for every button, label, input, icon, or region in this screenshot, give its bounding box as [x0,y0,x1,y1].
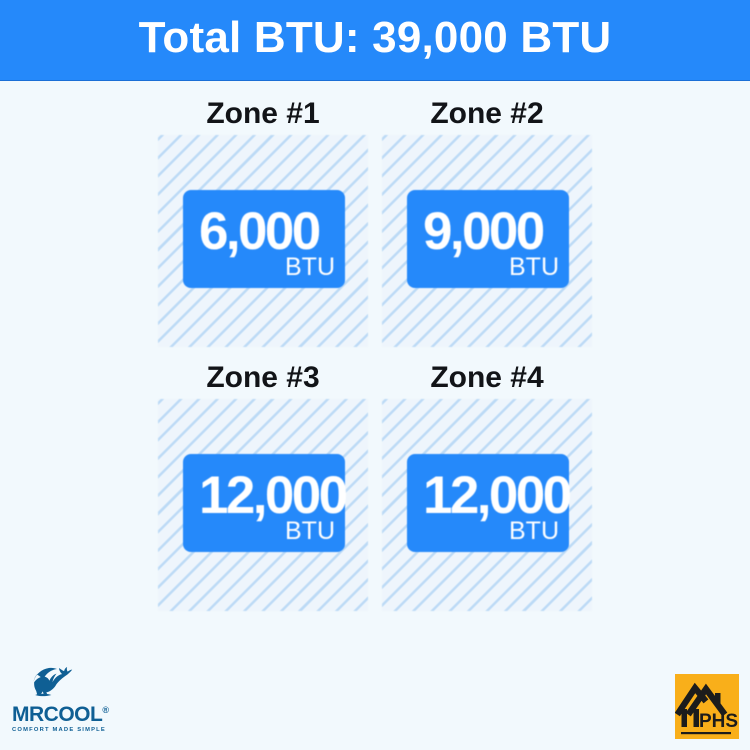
svg-text:PHS: PHS [699,711,738,732]
